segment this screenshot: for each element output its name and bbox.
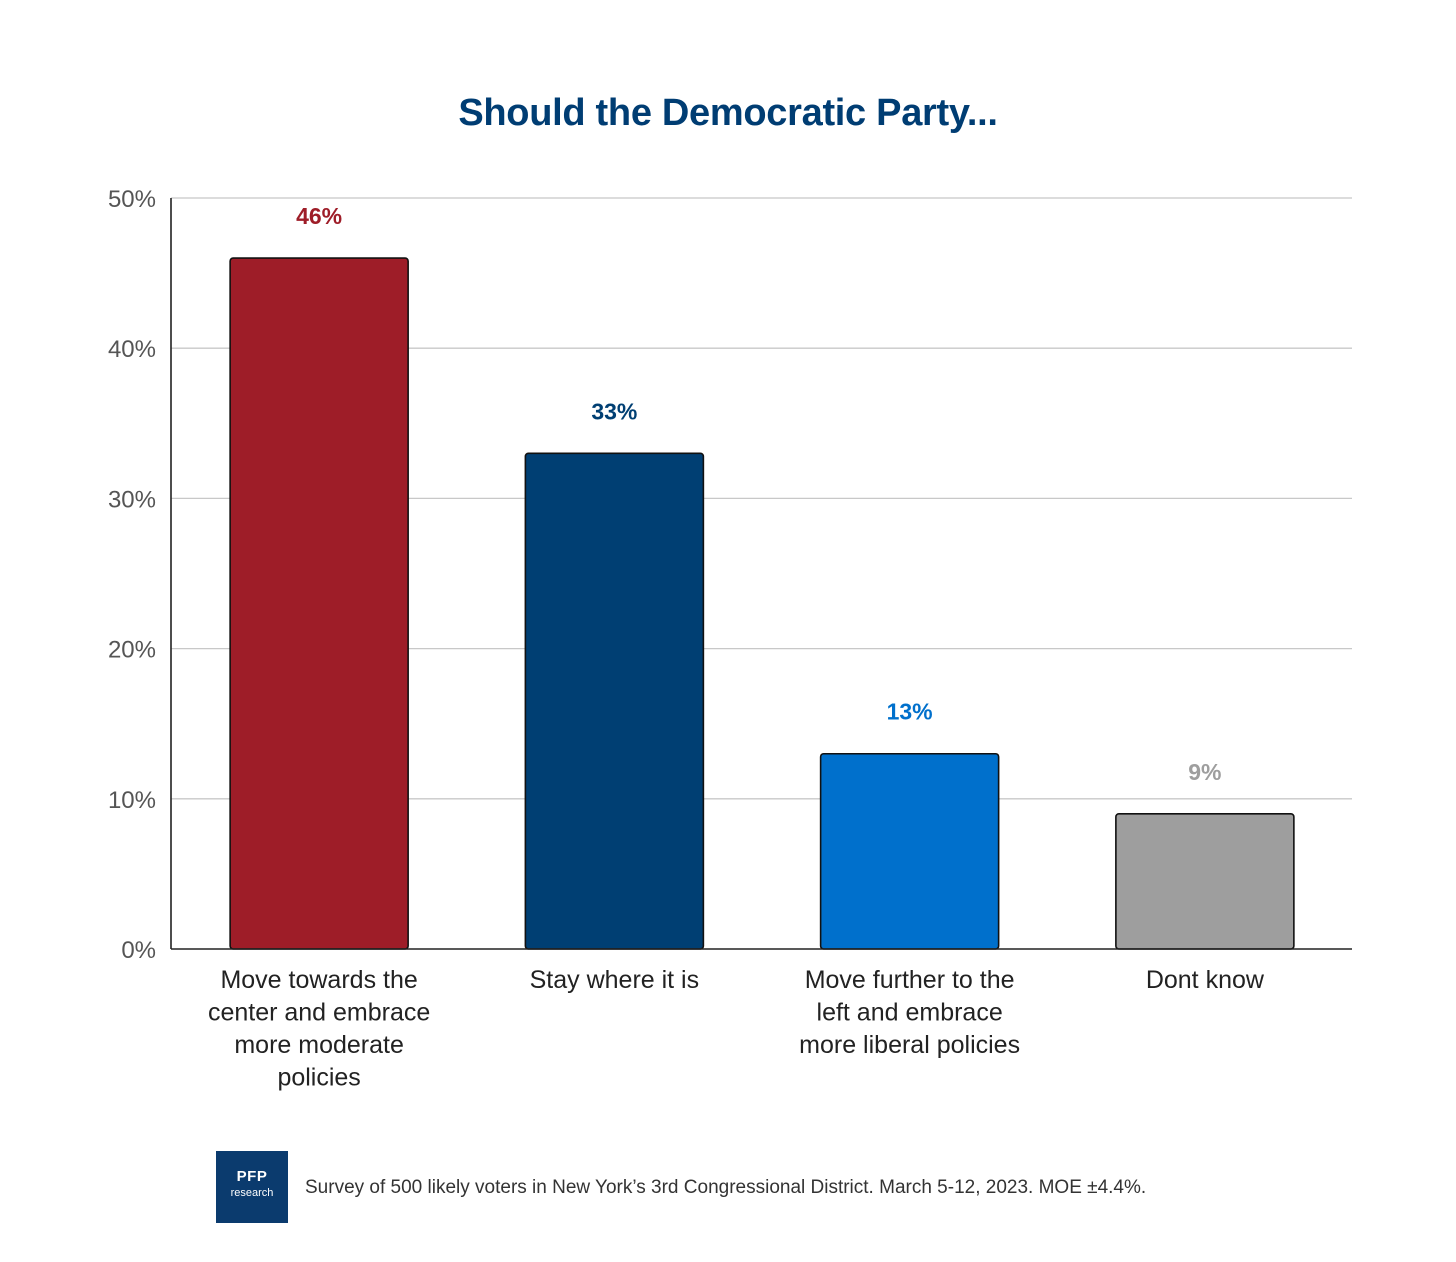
y-axis-ticks: 0% 10% 20% 30% 40% 50% — [108, 186, 156, 964]
category-label: Move further to the left and embrace more … — [799, 966, 1020, 1059]
value-label: 33% — [591, 398, 637, 424]
logo-sub-text: research — [230, 1187, 274, 1199]
axes — [170, 198, 1352, 950]
value-label: 9% — [1188, 759, 1221, 785]
value-label: 13% — [887, 699, 933, 725]
y-tick-label: 30% — [108, 486, 156, 513]
y-tick-label: 50% — [108, 186, 156, 213]
category-label: Move towards the center and embrace more m… — [208, 966, 430, 1092]
bar — [819, 752, 1000, 950]
y-tick-label: 10% — [108, 787, 156, 814]
value-label: 46% — [296, 203, 342, 229]
bar — [1115, 813, 1295, 950]
y-tick-label: 20% — [108, 637, 156, 664]
bars — [229, 257, 1295, 950]
survey-note: Survey of 500 likely voters in New York’… — [305, 1177, 1147, 1198]
bar — [229, 257, 409, 950]
y-tick-label: 40% — [108, 336, 156, 363]
value-labels: 46% 33% 13% 9% — [296, 203, 1221, 785]
pfp-research-logo: PFP research — [216, 1151, 288, 1223]
logo-main-text: PFP — [236, 1168, 268, 1185]
category-label: Dont know — [1146, 966, 1265, 994]
y-tick-label: 0% — [121, 937, 156, 964]
chart-title: Should the Democratic Party... — [458, 92, 998, 134]
bar — [524, 452, 705, 950]
category-label: Stay where it is — [530, 966, 700, 994]
category-labels: Move towards the center and embrace more m… — [208, 966, 1265, 1092]
